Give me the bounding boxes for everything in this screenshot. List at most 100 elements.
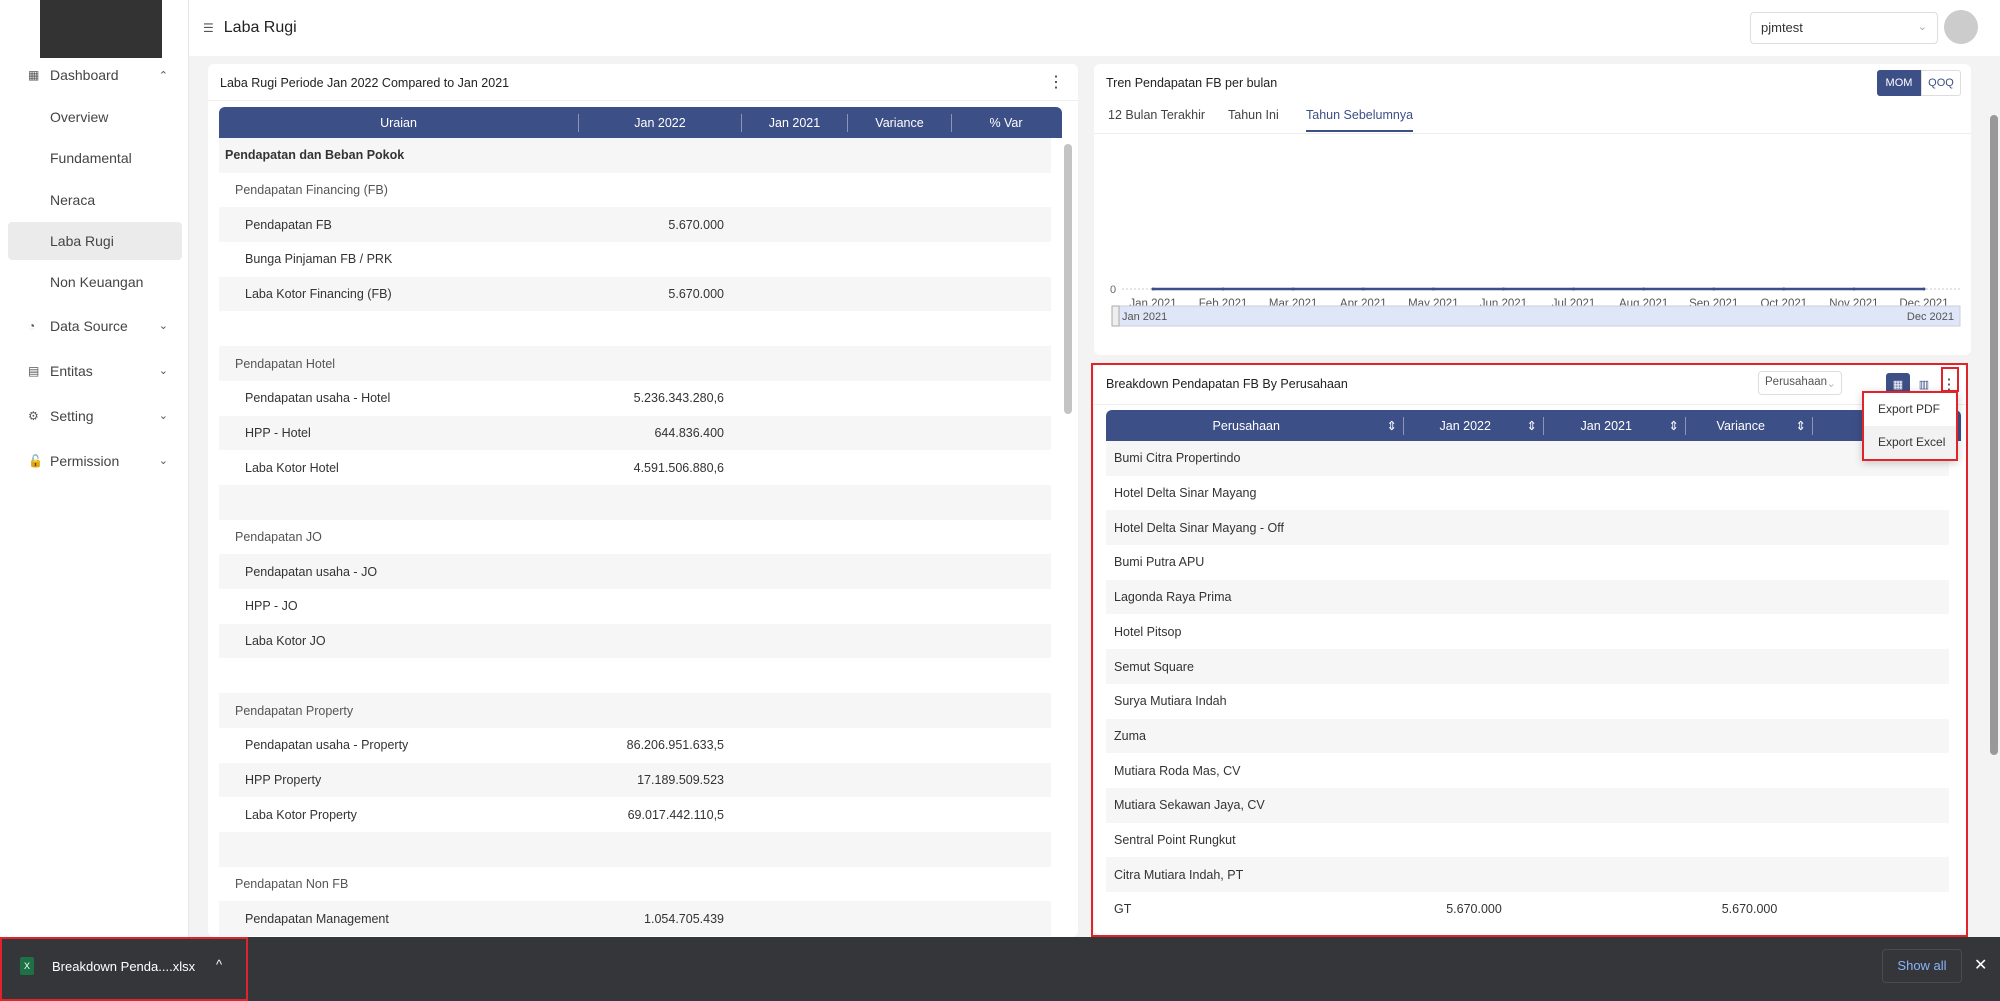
table-row: Pendapatan JO [219,520,1051,555]
table-row: Surya Mutiara Indah [1106,684,1949,719]
qoq-toggle[interactable]: QOQ [1921,70,1961,96]
download-bar: X Breakdown Penda....xlsx ^ Show all ✕ [0,937,2000,1001]
top-header: ☰ Laba Rugi [189,0,2000,56]
table-row: HPP - JO [219,589,1051,624]
laba-rugi-table-body: Pendapatan dan Beban Pokok Pendapatan Fin… [219,138,1051,937]
table-row: Laba Kotor JO [219,623,1051,659]
data-point [1501,287,1505,291]
slider-start-label: Jan 2021 [1122,311,1167,323]
table-view-icon[interactable]: ▦ [1886,373,1910,395]
sidebar-subitem-laba-rugi[interactable]: Laba Rugi [8,221,182,260]
table-row: Semut Square [1106,649,1949,684]
row-jan2022: 4.591.506.880,6 [633,460,724,475]
logo [40,0,162,58]
data-point [1782,287,1786,291]
row-label: HPP - Hotel [245,425,311,440]
slider-handle-start[interactable] [1111,305,1120,327]
data-point [1151,287,1155,291]
sidebar-subitem-fundamental[interactable]: Fundamental [50,150,132,167]
table-scrollbar[interactable] [1064,144,1072,414]
highlight-breakdown [1091,363,1968,937]
data-point [1572,287,1576,291]
col-uraian[interactable]: Uraian [219,113,579,132]
col-jan2021[interactable]: Jan 2021 ⇕ [1544,416,1686,435]
row-label: Pendapatan Financing (FB) [235,183,388,198]
page-scrollbar[interactable] [1990,115,1998,755]
pie-chart-icon: ◔ [28,318,36,333]
card-title: Laba Rugi Periode Jan 2022 Compared to J… [220,76,510,90]
table-row: Pendapatan Non FB [219,867,1051,902]
chart-view-icon[interactable]: ▥ [1918,378,1930,391]
company-name: Citra Mutiara Indah, PT [1114,867,1244,882]
company-name: GT [1114,902,1132,917]
sidebar-item-setting[interactable]: ⚙ Setting ⌄ [8,397,182,435]
col-perusahaan[interactable]: Perusahaan ⇕ [1106,416,1404,435]
row-label: HPP - JO [245,599,298,614]
company-name: Zuma [1114,728,1146,743]
row-label: Bunga Pinjaman FB / PRK [245,252,393,267]
sidebar-subitem-non-keuangan[interactable]: Non Keuangan [50,274,144,291]
sidebar-item-entitas[interactable]: ▤ Entitas ⌄ [8,352,182,390]
table-row: HPP Property 17.189.509.523 [219,762,1051,798]
download-file-name[interactable]: Breakdown Penda....xlsx [52,959,196,974]
row-jan2022: 5.670.000 [668,217,724,232]
data-point [1361,287,1365,291]
table-row: Lagonda Raya Prima [1106,579,1949,615]
table-row: Pendapatan Hotel [219,346,1051,381]
table-row [219,659,1051,694]
data-point [1221,287,1225,291]
company-name: Hotel Delta Sinar Mayang - Off [1114,520,1284,535]
export-excel-item[interactable]: Export Excel [1864,426,1956,459]
more-options-icon[interactable]: ⋮ [1048,74,1064,91]
user-select[interactable]: pjmtest ⌄ [1750,12,1938,44]
col-jan2022[interactable]: Jan 2022 ⇕ [1404,416,1544,435]
sidebar-subitem-overview[interactable]: Overview [50,109,109,125]
tab-12-bulan[interactable]: 12 Bulan Terakhir [1108,108,1206,122]
sidebar-subitem-neraca[interactable]: Neraca [50,191,96,208]
export-pdf-item[interactable]: Export PDF [1878,402,1941,416]
table-row [219,312,1051,347]
col-pct-var[interactable]: % Var [989,115,1023,130]
row-label: Pendapatan Property [235,703,354,718]
company-name: Mutiara Sekawan Jaya, CV [1114,798,1265,813]
more-options-icon[interactable]: ⋮ [1941,376,1957,393]
row-label: Laba Kotor Financing (FB) [245,287,392,302]
close-icon[interactable]: ✕ [1974,957,1988,974]
chevron-down-icon: ⌄ [158,320,168,332]
company-name: Semut Square [1114,659,1194,674]
sidebar-item-data-source[interactable]: ◔ Data Source ⌄ [8,307,182,345]
sidebar-item-permission[interactable]: 🔓 Permission ⌄ [8,442,182,480]
row-label: Pendapatan FB [245,217,332,232]
show-all-button[interactable]: Show all [1882,949,1962,983]
avatar[interactable] [1944,10,1978,44]
table-icon: ▤ [28,363,40,378]
select-value: Perusahaan [1765,376,1828,388]
row-label: Pendapatan JO [235,530,322,545]
col-jan2022[interactable]: Jan 2022 [579,113,742,132]
grid-icon: ▦ [28,68,40,82]
tab-tahun-sebelumnya[interactable]: Tahun Sebelumnya [1306,108,1414,132]
chevron-up-icon[interactable]: ^ [216,957,223,972]
mom-toggle[interactable]: MOM [1877,70,1921,96]
sidebar-item-dashboard[interactable]: ▦ Dashboard ⌃ [8,56,182,94]
range-slider[interactable] [1115,305,1961,327]
tab-tahun-ini[interactable]: Tahun Ini [1228,108,1279,122]
company-name: Lagonda Raya Prima [1114,590,1232,605]
row-label: Pendapatan Hotel [235,356,336,371]
col-variance[interactable]: Variance [848,113,952,132]
col-jan2021[interactable]: Jan 2021 [742,113,848,132]
table-row: Pendapatan usaha - JO [219,554,1051,590]
highlight-download-item [0,937,248,1001]
company-name: Bumi Citra Propertindo [1114,451,1241,466]
row-jan2022: 86.206.951.633,5 [626,738,724,753]
perusahaan-select[interactable]: Perusahaan ⌄ [1758,371,1842,395]
col-variance[interactable]: Variance ⇕ [1686,416,1813,435]
row-jan2022: 5.670.000 [668,287,724,302]
lock-icon: 🔓 [28,453,43,468]
menu-toggle-icon[interactable]: ☰ [203,21,214,35]
row-label: Pendapatan Non FB [235,877,349,892]
chevron-down-icon: ⌄ [158,365,168,377]
table-row: Bunga Pinjaman FB / PRK [219,242,1051,277]
data-point [1431,287,1435,291]
